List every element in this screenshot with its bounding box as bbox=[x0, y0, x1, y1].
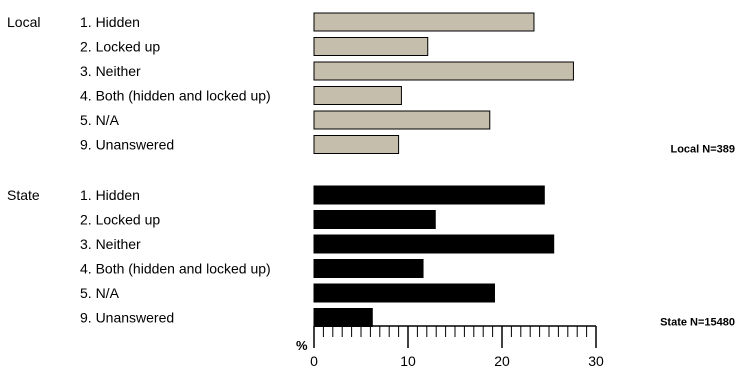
bar-local bbox=[313, 61, 574, 81]
x-axis: % 0 10 20 30 bbox=[296, 325, 604, 369]
bar-state bbox=[313, 210, 436, 229]
x-axis-unit-label: % bbox=[296, 338, 308, 353]
category-label: 9. Unanswered bbox=[80, 137, 174, 153]
category-label: 5. N/A bbox=[80, 285, 120, 301]
category-label: 5. N/A bbox=[80, 112, 120, 128]
groups-layer: Local 1. Hidden 2. Locked up 3. Neither 4. B… bbox=[7, 14, 735, 329]
category-label: 4. Both (hidden and locked up) bbox=[80, 88, 271, 104]
bar-state bbox=[313, 234, 555, 254]
x-tick-label: 30 bbox=[588, 353, 604, 369]
bar-state bbox=[313, 185, 545, 205]
bar-local bbox=[313, 86, 402, 105]
bars-layer bbox=[313, 12, 574, 327]
category-label: 4. Both (hidden and locked up) bbox=[80, 261, 271, 277]
category-label: 2. Locked up bbox=[80, 212, 160, 228]
group-label-local: Local bbox=[7, 14, 40, 30]
bar-local bbox=[313, 37, 429, 56]
category-label: 3. Neither bbox=[80, 63, 141, 79]
category-label: 3. Neither bbox=[80, 236, 141, 252]
category-label: 1. Hidden bbox=[80, 14, 140, 30]
bar-local bbox=[313, 110, 491, 130]
category-label: 9. Unanswered bbox=[80, 310, 174, 326]
category-label: 2. Locked up bbox=[80, 39, 160, 55]
bar-state bbox=[313, 259, 424, 278]
sample-size-label-state: State N=15480 bbox=[660, 317, 735, 329]
group-label-state: State bbox=[7, 187, 40, 203]
bar-state bbox=[313, 308, 373, 327]
bar-state bbox=[313, 283, 495, 303]
x-tick-label: 10 bbox=[400, 353, 416, 369]
x-tick-label: 0 bbox=[310, 353, 318, 369]
sample-size-label-local: Local N=389 bbox=[670, 144, 735, 156]
bar-local bbox=[313, 135, 400, 154]
category-label: 1. Hidden bbox=[80, 187, 140, 203]
x-tick-label: 20 bbox=[494, 353, 510, 369]
bar-local bbox=[313, 12, 535, 32]
